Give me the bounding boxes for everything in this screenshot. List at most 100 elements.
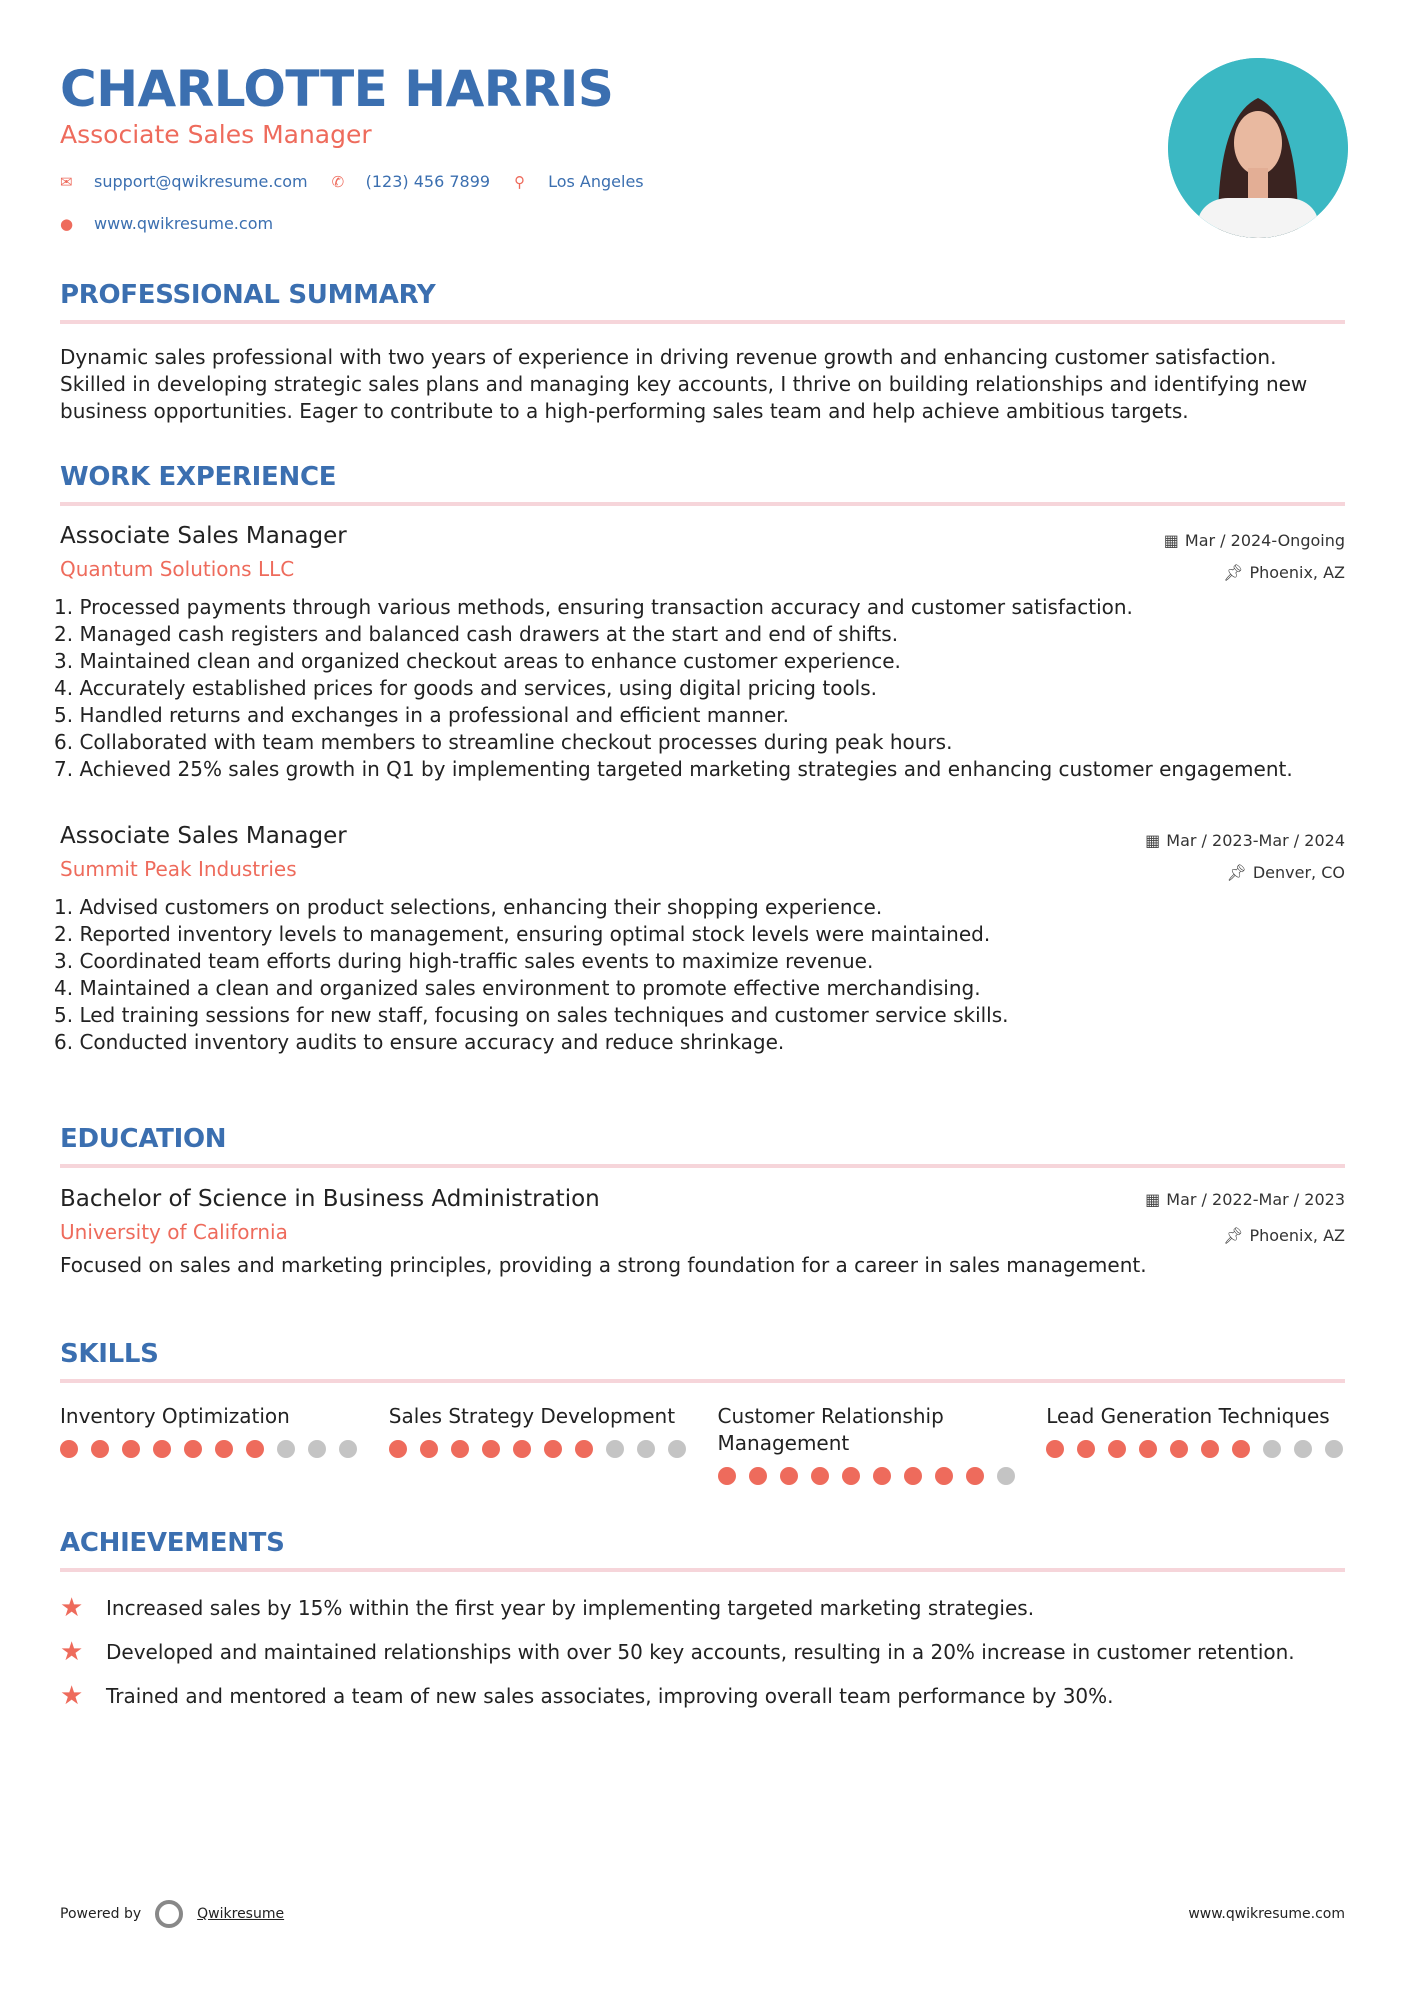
company-name: Summit Peak Industries xyxy=(60,857,297,881)
school: University of California xyxy=(60,1220,288,1244)
summary-section: PROFESSIONAL SUMMARY Dynamic sales profe… xyxy=(60,280,1345,425)
rating-dot-filled xyxy=(153,1440,171,1458)
rating-dot-filled xyxy=(1046,1440,1065,1458)
rating-dot-filled xyxy=(215,1440,233,1458)
rating-dot-filled xyxy=(965,1467,984,1485)
job-title: Associate Sales Manager xyxy=(60,823,347,849)
bullet: 2. Reported inventory levels to manageme… xyxy=(54,922,991,946)
achievement-text: Developed and maintained relationships w… xyxy=(106,1640,1295,1664)
pin-icon: 📌︎ xyxy=(1223,1226,1244,1245)
brand-link[interactable]: Qwikresume xyxy=(197,1906,285,1922)
skill-name: Customer Relationship Management xyxy=(717,1404,944,1455)
job-dates: Mar / 2024-Ongoing xyxy=(1184,531,1345,550)
edu-location: Phoenix, AZ xyxy=(1249,1226,1345,1245)
rating-dot-filled xyxy=(91,1440,109,1458)
section-title: EDUCATION xyxy=(60,1124,227,1154)
rating-dot-filled xyxy=(1077,1440,1096,1458)
achievements-section: ACHIEVEMENTS ★ Increased sales by 15% wit… xyxy=(60,1528,1345,1718)
skill-rating xyxy=(60,1440,359,1458)
skill-item: Customer Relationship Management xyxy=(717,1403,1017,1485)
location-pin-icon: ⚲ xyxy=(514,172,526,191)
rating-dot-filled xyxy=(184,1440,202,1458)
job-dates: Mar / 2023-Mar / 2024 xyxy=(1166,831,1345,850)
rating-dot-empty xyxy=(636,1440,655,1458)
rating-dot-filled xyxy=(1170,1440,1189,1458)
rating-dot-filled xyxy=(122,1440,140,1458)
qwikresume-logo-icon xyxy=(155,1900,184,1928)
calendar-icon: ▦ xyxy=(1145,831,1161,850)
pin-icon: 📌︎ xyxy=(1226,863,1247,882)
job-location: Phoenix, AZ xyxy=(1249,563,1345,582)
rating-dot-empty xyxy=(667,1440,686,1458)
rating-dot-filled xyxy=(388,1440,407,1458)
job-location: Denver, CO xyxy=(1252,863,1345,882)
contact-row: ✉ support@qwikresume.com ✆ (123) 456 7899 … xyxy=(60,172,658,191)
skill-item: Lead Generation Techniques xyxy=(1046,1403,1345,1485)
achievement-item: ★ Developed and maintained relationships … xyxy=(60,1630,1345,1674)
achievement-item: ★ Increased sales by 15% within the first… xyxy=(60,1586,1345,1630)
bullet: 5. Handled returns and exchanges in a pr… xyxy=(54,703,789,727)
bullet: 4. Accurately established prices for goo… xyxy=(54,676,878,700)
rating-dot-empty xyxy=(1294,1440,1313,1458)
website-row: ● www.qwikresume.com xyxy=(60,214,287,233)
pin-icon: 📌︎ xyxy=(1223,563,1244,582)
section-title: SKILLS xyxy=(60,1339,159,1369)
edu-description: Focused on sales and marketing principle… xyxy=(60,1253,1147,1277)
candidate-name: CHARLOTTE HARRIS xyxy=(60,60,614,118)
skill-name: Lead Generation Techniques xyxy=(1046,1404,1330,1428)
email-link[interactable]: support@qwikresume.com xyxy=(94,172,308,191)
rating-dot-filled xyxy=(717,1467,736,1485)
rating-dot-empty xyxy=(605,1440,624,1458)
rating-dot-filled xyxy=(1201,1440,1220,1458)
rating-dot-filled xyxy=(1108,1440,1127,1458)
website-link[interactable]: www.qwikresume.com xyxy=(94,214,274,233)
achievement-text: Increased sales by 15% within the first … xyxy=(106,1596,1035,1620)
calendar-icon: ▦ xyxy=(1145,1190,1161,1209)
profile-photo xyxy=(1168,58,1348,238)
rating-dot-filled xyxy=(903,1467,922,1485)
skill-rating xyxy=(717,1467,1017,1485)
skill-item: Sales Strategy Development xyxy=(388,1403,688,1485)
divider xyxy=(60,320,1345,324)
rating-dot-filled xyxy=(574,1440,593,1458)
rating-dot-filled xyxy=(481,1440,500,1458)
powered-by-label: Powered by xyxy=(60,1906,142,1922)
rating-dot-filled xyxy=(810,1467,829,1485)
bullet: 7. Achieved 25% sales growth in Q1 by im… xyxy=(54,757,1293,781)
rating-dot-filled xyxy=(543,1440,562,1458)
rating-dot-empty xyxy=(1263,1440,1282,1458)
achievement-item: ★ Trained and mentored a team of new sale… xyxy=(60,1674,1345,1718)
rating-dot-filled xyxy=(419,1440,438,1458)
job-bullets: 1. Advised customers on product selectio… xyxy=(54,894,1345,1056)
rating-dot-filled xyxy=(872,1467,891,1485)
education-entry: Bachelor of Science in Business Administ… xyxy=(60,1186,1345,1279)
footer-site-link[interactable]: www.qwikresume.com xyxy=(1188,1906,1345,1922)
bullet: 6. Collaborated with team members to str… xyxy=(54,730,953,754)
section-title: PROFESSIONAL SUMMARY xyxy=(60,280,436,310)
calendar-icon: ▦ xyxy=(1163,531,1179,550)
degree: Bachelor of Science in Business Administ… xyxy=(60,1186,600,1212)
rating-dot-empty xyxy=(277,1440,295,1458)
star-icon: ★ xyxy=(60,1593,84,1623)
section-title: WORK EXPERIENCE xyxy=(60,462,337,492)
summary-text: Dynamic sales professional with two year… xyxy=(60,345,1308,423)
candidate-role: Associate Sales Manager xyxy=(60,120,372,149)
divider xyxy=(60,1379,1345,1383)
star-icon: ★ xyxy=(60,1681,84,1711)
star-icon: ★ xyxy=(60,1637,84,1667)
edu-dates: Mar / 2022-Mar / 2023 xyxy=(1166,1190,1345,1209)
section-title: ACHIEVEMENTS xyxy=(60,1528,285,1558)
rating-dot-empty xyxy=(1325,1440,1344,1458)
rating-dot-filled xyxy=(1139,1440,1158,1458)
divider xyxy=(60,502,1345,506)
skill-rating xyxy=(388,1440,688,1458)
bullet: 4. Maintained a clean and organized sale… xyxy=(54,976,981,1000)
rating-dot-empty xyxy=(996,1467,1015,1485)
rating-dot-empty xyxy=(339,1440,357,1458)
rating-dot-filled xyxy=(779,1467,798,1485)
skill-item: Inventory Optimization xyxy=(60,1403,359,1485)
rating-dot-filled xyxy=(450,1440,469,1458)
bullet: 3. Maintained clean and organized checko… xyxy=(54,649,901,673)
skill-name: Sales Strategy Development xyxy=(388,1404,676,1428)
globe-icon: ● xyxy=(60,214,74,233)
